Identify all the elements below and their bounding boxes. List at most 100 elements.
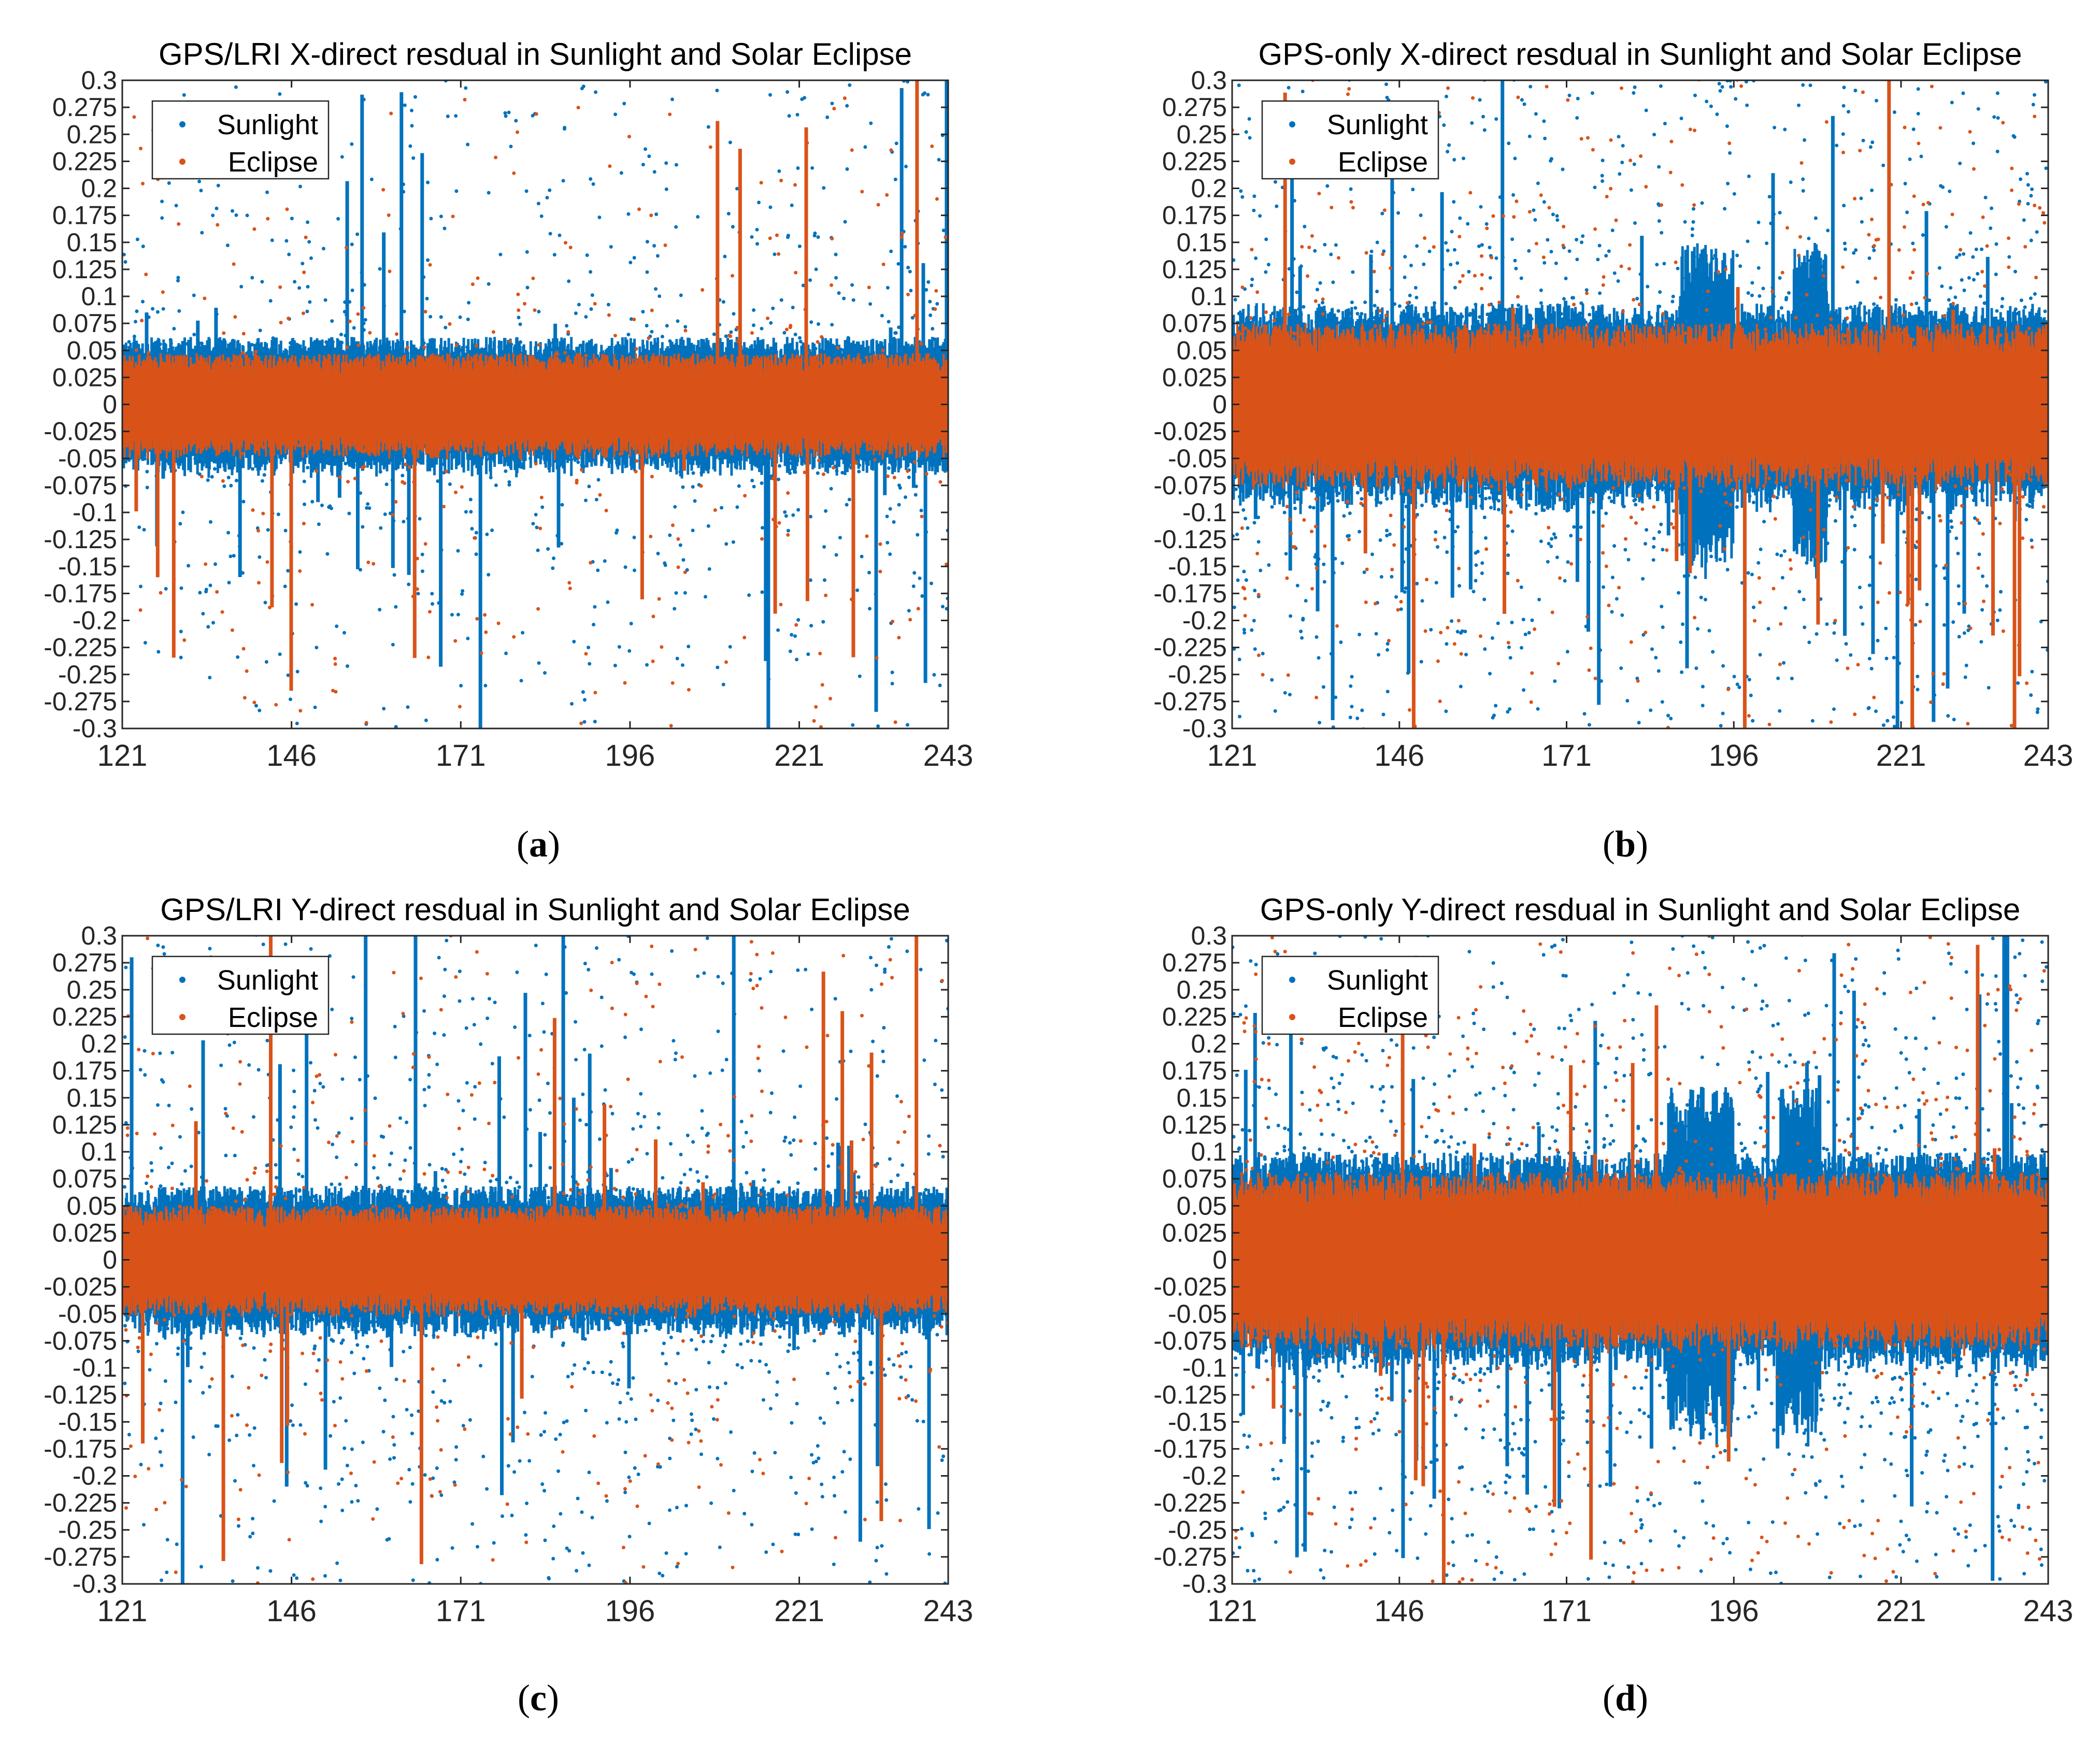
y-tick-label: -0.125 (44, 1380, 117, 1409)
y-tick-label: 0.15 (67, 1083, 117, 1112)
chart-title: GPS-only Y-direct resdual in Sunlight an… (1260, 892, 2020, 927)
y-tick-label: -0.125 (1153, 1380, 1227, 1409)
y-tick-label: 0.15 (67, 228, 117, 257)
y-tick-label: -0.075 (44, 471, 117, 500)
y-tick-label: -0.1 (73, 498, 117, 527)
y-tick-label: 0.1 (81, 282, 117, 311)
legend-label-sunlight: Sunlight (217, 109, 318, 140)
x-tick-label: 221 (1876, 1594, 1926, 1628)
y-tick-label: 0.125 (1162, 255, 1227, 284)
x-tick-label: 146 (1374, 1594, 1424, 1628)
y-tick-label: -0.125 (44, 525, 117, 554)
x-tick-label: 243 (923, 739, 974, 773)
y-tick-label: 0.175 (52, 201, 117, 230)
y-tick-label: 0.025 (52, 363, 117, 392)
x-tick-label: 121 (97, 739, 148, 773)
y-tick-label: -0.2 (1182, 1462, 1227, 1491)
y-tick-label: 0.25 (1177, 975, 1227, 1004)
x-tick-label: 171 (436, 1594, 486, 1628)
y-tick-label: -0.15 (58, 552, 117, 581)
caption-c: (c) (518, 1677, 559, 1719)
x-tick-label: 146 (1374, 739, 1424, 773)
y-tick-label: -0.275 (1153, 1542, 1227, 1571)
y-tick-label: -0.05 (1168, 1299, 1227, 1328)
y-tick-label: 0.25 (1177, 120, 1227, 149)
y-tick-label: 0.075 (52, 1164, 117, 1193)
x-tick-label: 243 (2023, 739, 2074, 773)
y-tick-label: -0.025 (1153, 417, 1227, 446)
y-tick-label: 0.175 (1162, 201, 1227, 230)
y-tick-label: 0.1 (1191, 282, 1227, 311)
y-tick-label: 0.175 (1162, 1056, 1227, 1085)
x-tick-label: 196 (1709, 1594, 1759, 1628)
y-tick-label: 0.225 (52, 147, 117, 176)
y-tick-label: -0.275 (1153, 687, 1227, 716)
y-tick-label: 0 (1212, 1246, 1227, 1275)
legend-label-eclipse: Eclipse (1338, 1002, 1428, 1033)
series-eclipse (1232, 936, 2048, 1584)
y-tick-label: 0.05 (67, 336, 117, 365)
y-tick-label: 0.3 (81, 921, 117, 950)
panel-c: 0.30.2750.250.2250.20.1750.150.1250.10.0… (44, 892, 973, 1628)
y-tick-label: -0.05 (58, 1299, 117, 1328)
legend-label-sunlight: Sunlight (1327, 109, 1428, 140)
y-tick-label: -0.125 (1153, 525, 1227, 554)
legend-label-eclipse: Eclipse (228, 147, 318, 178)
x-tick-label: 171 (436, 739, 486, 773)
legend-marker-eclipse (179, 159, 185, 165)
x-tick-label: 121 (1207, 739, 1258, 773)
legend-marker-sunlight (1289, 121, 1295, 127)
y-tick-label: 0.175 (52, 1056, 117, 1085)
y-tick-label: 0.125 (52, 1110, 117, 1139)
legend-marker-sunlight (179, 121, 185, 127)
y-tick-label: 0.1 (1191, 1137, 1227, 1166)
y-tick-label: 0.2 (1191, 174, 1227, 203)
y-tick-label: -0.175 (44, 1434, 117, 1463)
y-tick-label: -0.2 (1182, 606, 1227, 635)
legend-label-sunlight: Sunlight (1327, 965, 1428, 996)
y-tick-label: 0.3 (1191, 921, 1227, 950)
y-tick-label: -0.25 (58, 660, 117, 689)
series-eclipse (122, 80, 948, 728)
y-tick-label: 0.2 (81, 1030, 117, 1059)
y-tick-label: -0.05 (1168, 444, 1227, 473)
x-tick-label: 171 (1541, 739, 1592, 773)
y-tick-label: 0 (1212, 390, 1227, 419)
residual-spikes-eclipse (141, 936, 919, 1564)
legend: Sunlight Eclipse (1261, 100, 1439, 180)
y-tick-label: -0.25 (58, 1516, 117, 1545)
residual-spikes-eclipse (1283, 80, 2022, 728)
y-tick-label: 0.125 (52, 255, 117, 284)
y-tick-label: -0.025 (44, 1273, 117, 1302)
y-tick-label: -0.225 (44, 633, 117, 662)
y-tick-label: -0.25 (1168, 660, 1227, 689)
y-tick-label: -0.15 (58, 1407, 117, 1436)
residual-spikes-eclipse (1272, 945, 1997, 1584)
y-tick-label: 0.075 (1162, 1164, 1227, 1193)
y-tick-label: -0.2 (73, 1462, 117, 1491)
y-tick-label: 0.05 (1177, 336, 1227, 365)
y-tick-label: 0.3 (1191, 66, 1227, 95)
y-tick-label: -0.1 (1182, 498, 1227, 527)
chart-title: GPS/LRI X-direct resdual in Sunlight and… (159, 37, 912, 72)
x-tick-label: 221 (774, 739, 824, 773)
y-tick-label: 0.275 (1162, 948, 1227, 977)
y-tick-label: -0.15 (1168, 552, 1227, 581)
y-tick-label: 0.225 (1162, 1002, 1227, 1031)
y-tick-label: 0.025 (1162, 1218, 1227, 1247)
residual-band-eclipse (122, 353, 948, 460)
y-tick-label: 0.15 (1177, 228, 1227, 257)
y-tick-label: 0.15 (1177, 1083, 1227, 1112)
panel-d: 0.30.2750.250.2250.20.1750.150.1250.10.0… (1153, 892, 2073, 1628)
y-tick-label: -0.1 (73, 1353, 117, 1382)
y-tick-label: -0.2 (73, 606, 117, 635)
y-tick-label: -0.3 (1182, 1569, 1227, 1598)
caption-d: (d) (1602, 1677, 1648, 1719)
y-tick-label: -0.3 (73, 714, 117, 743)
x-tick-label: 243 (923, 1594, 974, 1628)
series-eclipse (1232, 80, 2048, 728)
legend-marker-sunlight (1289, 977, 1295, 983)
legend-marker-eclipse (1289, 1014, 1295, 1020)
y-tick-label: 0.1 (81, 1137, 117, 1166)
